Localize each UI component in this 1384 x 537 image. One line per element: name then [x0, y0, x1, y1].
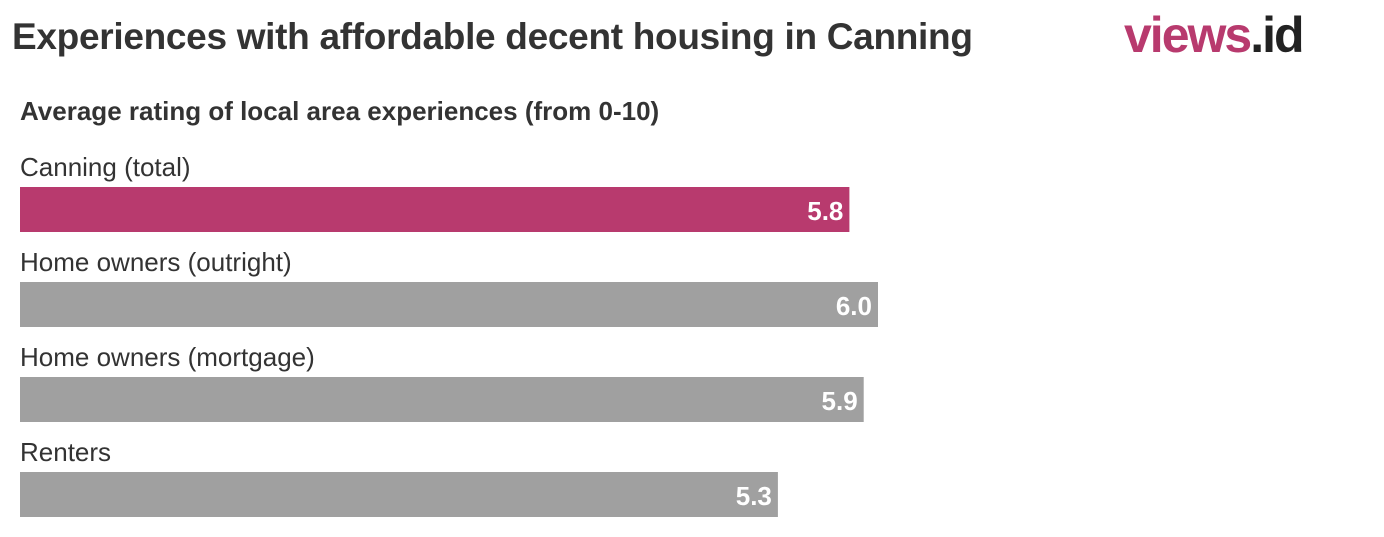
bar [20, 282, 878, 327]
bar [20, 187, 850, 232]
logo-tld: id [1262, 7, 1304, 63]
value-label: 5.3 [736, 481, 772, 511]
chart-title: Experiences with affordable decent housi… [12, 16, 973, 57]
category-label: Canning (total) [20, 152, 191, 182]
value-label: 5.9 [822, 386, 858, 416]
chart-subtitle: Average rating of local area experiences… [20, 96, 660, 126]
logo-dot: . [1250, 7, 1264, 63]
category-label: Home owners (mortgage) [20, 342, 315, 372]
category-label: Renters [20, 437, 111, 467]
value-label: 6.0 [836, 291, 872, 321]
bar [20, 377, 864, 422]
views-id-logo: views.id [1124, 7, 1305, 63]
logo-brand: views [1124, 7, 1252, 63]
bar [20, 472, 778, 517]
category-label: Home owners (outright) [20, 247, 292, 277]
value-label: 5.8 [807, 196, 843, 226]
